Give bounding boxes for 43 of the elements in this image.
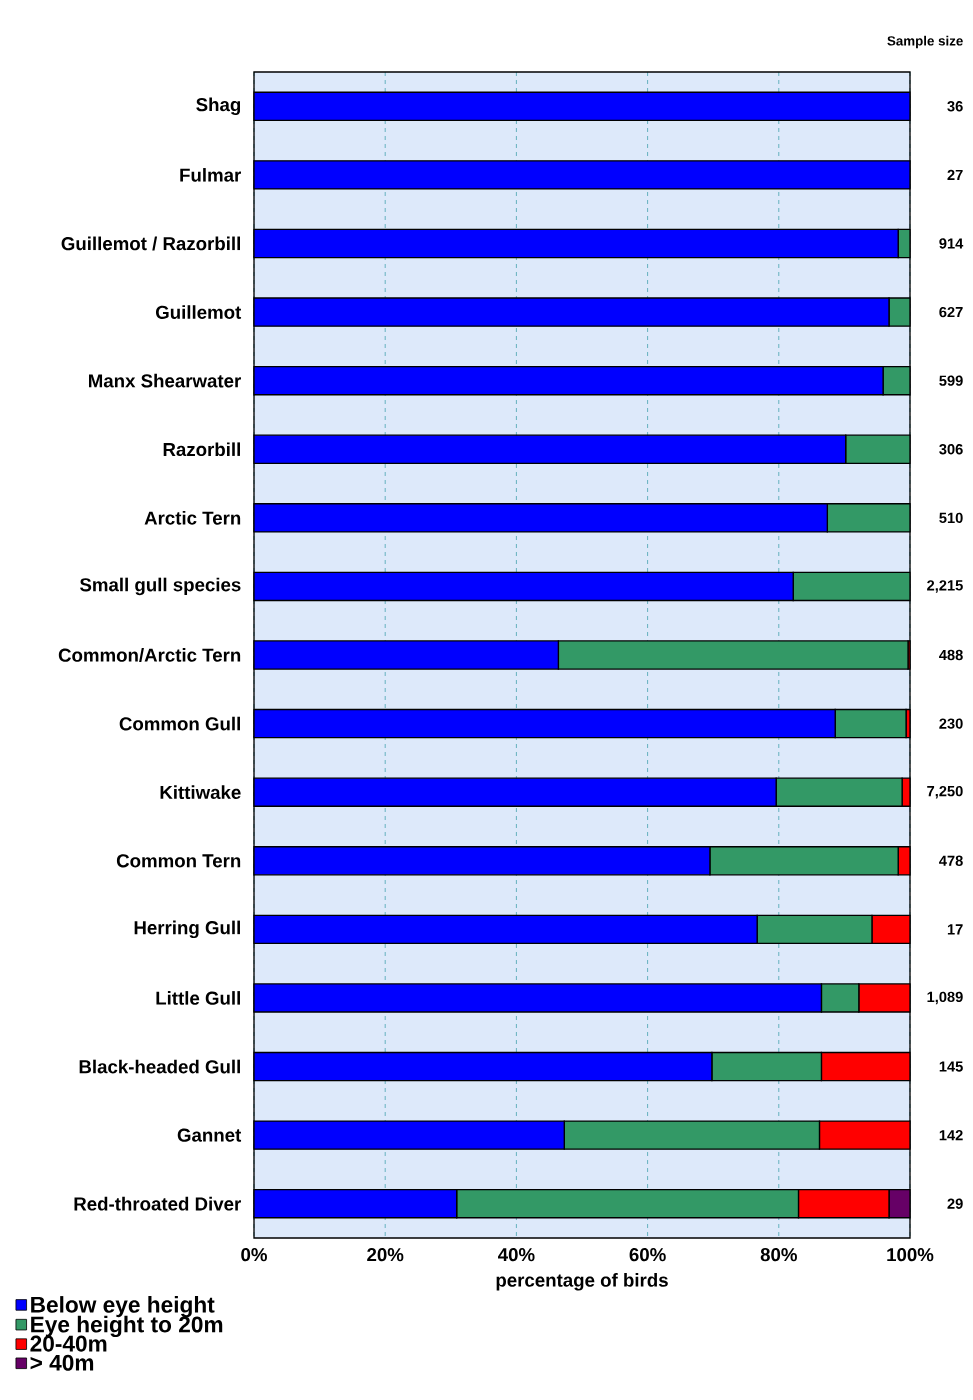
y-tick-label: Fulmar bbox=[180, 168, 242, 182]
y-tick-label: Herring Gull bbox=[134, 920, 240, 939]
y-tick-label: Little Gull bbox=[156, 991, 240, 1005]
text: 36 bbox=[947, 101, 963, 112]
text: 599 bbox=[939, 375, 963, 386]
text: 306 bbox=[939, 444, 963, 455]
y-tick-label: Kittiwake bbox=[160, 785, 241, 800]
y-tick-label: Common Tern bbox=[116, 854, 241, 868]
x-tick-label: 0% bbox=[241, 1248, 267, 1262]
y-tick-label: Guillemot bbox=[155, 305, 242, 319]
y-tick-label: Shag bbox=[196, 97, 241, 116]
text: 145 bbox=[939, 1061, 963, 1072]
text: 142 bbox=[939, 1130, 963, 1141]
x-tick-label: 80% bbox=[760, 1248, 797, 1262]
x-tick-label: 20% bbox=[367, 1248, 404, 1262]
y-tick-label: Razorbill bbox=[163, 442, 240, 457]
y-tick-label: Black-headed Gull bbox=[79, 1059, 240, 1074]
text: 2,215 bbox=[927, 580, 963, 593]
text: 478 bbox=[939, 855, 963, 866]
legend-label: > 40m bbox=[30, 1354, 94, 1371]
text: 29 bbox=[947, 1198, 963, 1209]
text: 230 bbox=[939, 718, 963, 729]
x-tick-label: 60% bbox=[629, 1248, 666, 1262]
text: 27 bbox=[947, 169, 963, 181]
y-tick-label: Guillemot / Razorbill bbox=[61, 236, 240, 251]
x-tick-label: 100% bbox=[887, 1248, 934, 1262]
text: 488 bbox=[939, 649, 963, 661]
text: Sample size bbox=[887, 35, 963, 49]
y-tick-label: Small gull species bbox=[79, 577, 241, 596]
x-tick-label: 40% bbox=[498, 1248, 535, 1262]
x-axis-title: percentage of birds bbox=[496, 1273, 668, 1291]
y-tick-label: Red-throated Diver bbox=[74, 1196, 241, 1211]
y-tick-label: Common/Arctic Tern bbox=[58, 648, 241, 662]
y-tick-label: Manx Shearwater bbox=[89, 373, 241, 388]
text: 7,250 bbox=[927, 785, 963, 799]
text: 914 bbox=[939, 238, 964, 249]
text: 510 bbox=[939, 512, 963, 524]
text: 627 bbox=[939, 306, 963, 318]
text: 1,089 bbox=[927, 991, 963, 1005]
y-tick-label: Common Gull bbox=[119, 716, 240, 731]
y-tick-label: Gannet bbox=[177, 1128, 242, 1142]
text: 17 bbox=[947, 924, 963, 935]
y-tick-label: Arctic Tern bbox=[144, 510, 241, 525]
